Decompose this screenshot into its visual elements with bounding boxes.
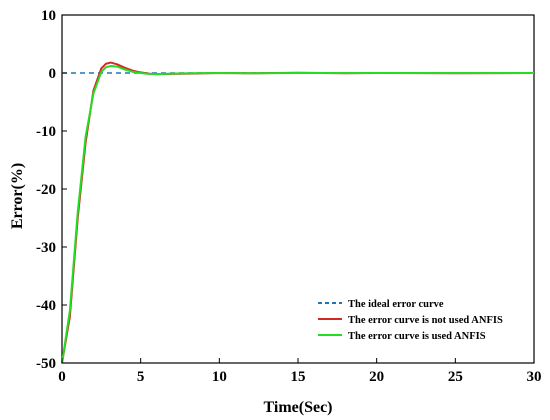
- y-tick-label: -50: [36, 356, 56, 372]
- legend: The ideal error curve The error curve is …: [318, 299, 503, 342]
- x-tick-label: 10: [212, 369, 227, 385]
- y-tick-label: -10: [36, 124, 56, 140]
- y-tick-label: -40: [36, 298, 56, 314]
- legend-label-3: The error curve is used ANFIS: [348, 331, 486, 342]
- y-axis-title: Error(%): [9, 163, 26, 229]
- x-axis: 0 5 10 15 20 25 30: [58, 358, 542, 385]
- x-tick-label: 30: [527, 369, 542, 385]
- legend-label-1: The ideal error curve: [348, 299, 444, 310]
- y-axis: -50 -40 -30 -20 -10 0 10: [36, 8, 67, 372]
- x-tick-label: 15: [291, 369, 306, 385]
- x-tick-label: 20: [369, 369, 384, 385]
- x-axis-title: Time(Sec): [263, 399, 332, 416]
- y-tick-label: -20: [36, 182, 56, 198]
- plot-area: [61, 14, 535, 364]
- series-line-3: [61, 65, 534, 364]
- plot-frame: [61, 14, 535, 364]
- legend-label-2: The error curve is not used ANFIS: [348, 315, 503, 326]
- y-tick-label: 10: [41, 8, 56, 24]
- x-tick-label: 0: [58, 369, 66, 385]
- y-tick-label: 0: [49, 66, 57, 82]
- x-tick-label: 25: [448, 369, 463, 385]
- y-tick-label: -30: [36, 240, 56, 256]
- x-tick-label: 5: [137, 369, 145, 385]
